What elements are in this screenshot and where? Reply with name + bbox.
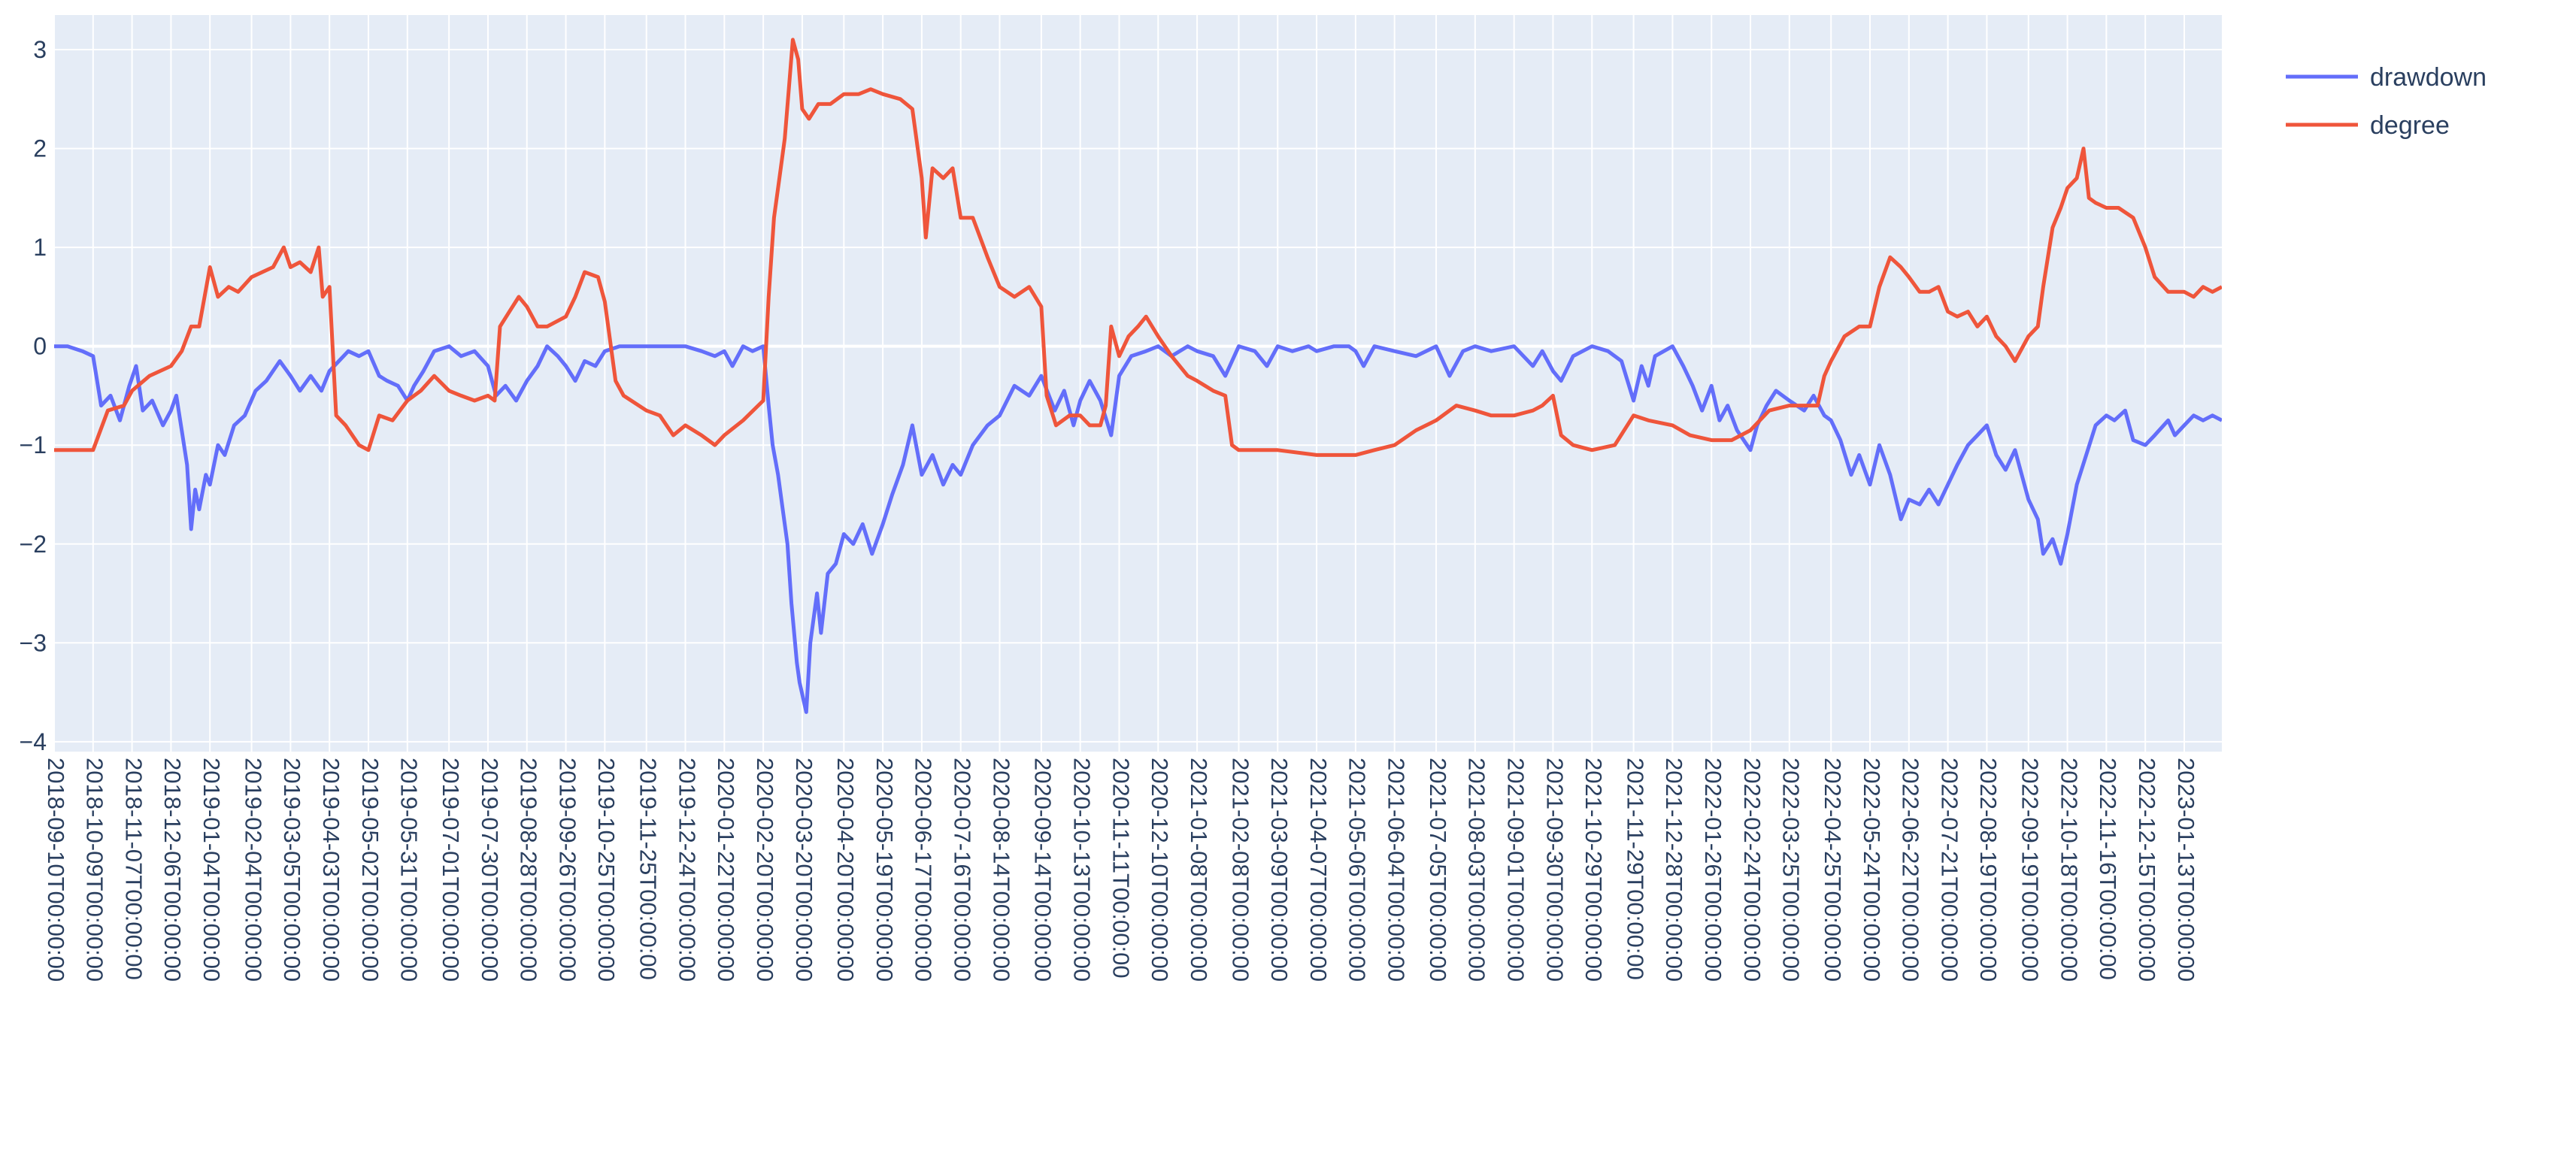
x-tick-label: 2019-08-28T00:00:00 [516, 758, 542, 982]
x-tick-label: 2019-09-26T00:00:00 [554, 758, 580, 982]
y-tick-label: −4 [20, 728, 47, 755]
x-tick-label: 2020-05-19T00:00:00 [871, 758, 898, 982]
legend-item-degree[interactable]: degree [2286, 111, 2450, 140]
x-tick-label: 2021-06-04T00:00:00 [1383, 758, 1409, 982]
x-tick-label: 2020-11-11T00:00:00 [1108, 758, 1134, 979]
y-tick-label: 2 [33, 135, 47, 162]
x-tick-label: 2019-02-04T00:00:00 [240, 758, 266, 982]
legend-label: degree [2370, 111, 2450, 140]
x-tick-label: 2020-02-20T00:00:00 [752, 758, 778, 982]
plot-background [54, 15, 2222, 752]
x-tick-label: 2019-05-02T00:00:00 [357, 758, 383, 982]
x-tick-label: 2021-01-08T00:00:00 [1186, 758, 1212, 982]
x-tick-label: 2018-11-07T00:00:00 [120, 758, 147, 980]
x-tick-label: 2021-10-29T00:00:00 [1580, 758, 1607, 982]
x-tick-label: 2019-03-05T00:00:00 [279, 758, 305, 982]
x-tick-label: 2021-09-30T00:00:00 [1541, 758, 1568, 982]
x-tick-label: 2021-05-06T00:00:00 [1344, 758, 1371, 982]
x-tick-label: 2022-07-21T00:00:00 [1936, 758, 1962, 982]
x-tick-label: 2022-01-26T00:00:00 [1700, 758, 1726, 982]
x-tick-label: 2020-01-22T00:00:00 [713, 758, 739, 982]
x-tick-label: 2019-10-25T00:00:00 [593, 758, 620, 982]
x-tick-label: 2021-09-01T00:00:00 [1502, 758, 1529, 982]
x-tick-label: 2019-01-04T00:00:00 [199, 758, 225, 982]
x-tick-label: 2023-01-13T00:00:00 [2173, 758, 2199, 982]
x-tick-label: 2019-12-24T00:00:00 [674, 758, 700, 982]
x-tick-label: 2021-02-08T00:00:00 [1227, 758, 1253, 982]
x-tick-label: 2020-12-10T00:00:00 [1147, 758, 1173, 982]
y-tick-label: −2 [20, 531, 47, 558]
x-tick-label: 2020-08-14T00:00:00 [988, 758, 1014, 982]
x-tick-label: 2019-07-30T00:00:00 [477, 758, 503, 982]
x-tick-label: 2020-09-14T00:00:00 [1030, 758, 1056, 982]
y-tick-label: −3 [20, 629, 47, 656]
x-tick-label: 2022-04-25T00:00:00 [1820, 758, 1846, 982]
x-tick-label: 2019-04-03T00:00:00 [318, 758, 344, 982]
x-tick-label: 2022-09-19T00:00:00 [2017, 758, 2044, 982]
x-tick-label: 2022-03-25T00:00:00 [1778, 758, 1805, 982]
series-lines [54, 38, 2222, 714]
y-tick-label: 1 [33, 234, 47, 261]
x-tick-label: 2021-07-05T00:00:00 [1425, 758, 1451, 982]
legend-label: drawdown [2370, 63, 2487, 92]
x-tick-label: 2022-08-19T00:00:00 [1975, 758, 2002, 982]
x-tick-label: 2018-12-06T00:00:00 [159, 758, 186, 982]
y-tick-label: 0 [33, 333, 47, 360]
series-line-degree [54, 38, 2222, 457]
x-tick-label: 2019-05-31T00:00:00 [396, 758, 423, 982]
x-axis: 2018-09-10T00:00:00 2018-10-09T00:00:00 20… [43, 758, 2199, 982]
x-tick-label: 2021-12-28T00:00:00 [1661, 758, 1687, 982]
x-tick-label: 2019-11-25T00:00:00 [635, 758, 662, 980]
x-tick-label: 2020-04-20T00:00:00 [832, 758, 859, 982]
x-tick-label: 2020-06-17T00:00:00 [911, 758, 937, 982]
x-tick-label: 2018-09-10T00:00:00 [43, 758, 69, 982]
x-tick-label: 2022-12-15T00:00:00 [2134, 758, 2160, 982]
x-tick-label: 2021-08-03T00:00:00 [1464, 758, 1490, 982]
legend[interactable]: drawdown degree [2286, 63, 2487, 140]
legend-item-drawdown[interactable]: drawdown [2286, 63, 2487, 92]
x-tick-label: 2020-07-16T00:00:00 [950, 758, 976, 982]
x-tick-label: 2022-05-24T00:00:00 [1859, 758, 1885, 982]
y-tick-label: −1 [20, 431, 47, 458]
x-tick-label: 2021-04-07T00:00:00 [1305, 758, 1332, 982]
x-tick-label: 2019-07-01T00:00:00 [438, 758, 464, 982]
x-tick-label: 2020-10-13T00:00:00 [1069, 758, 1096, 982]
x-tick-label: 2020-03-20T00:00:00 [791, 758, 817, 982]
x-tick-label: 2022-02-24T00:00:00 [1739, 758, 1765, 982]
x-tick-label: 2021-03-09T00:00:00 [1266, 758, 1293, 982]
x-tick-label: 2021-11-29T00:00:00 [1622, 758, 1648, 980]
y-tick-label: 3 [33, 36, 47, 63]
x-tick-label: 2022-06-22T00:00:00 [1898, 758, 1924, 982]
x-tick-label: 2022-10-18T00:00:00 [2056, 758, 2082, 982]
x-tick-label: 2018-10-09T00:00:00 [82, 758, 108, 982]
x-tick-label: 2022-11-16T00:00:00 [2095, 758, 2121, 980]
y-axis: 3 2 1 0 −1 −2 −3 −4 [20, 36, 47, 755]
grid [53, 15, 2222, 752]
